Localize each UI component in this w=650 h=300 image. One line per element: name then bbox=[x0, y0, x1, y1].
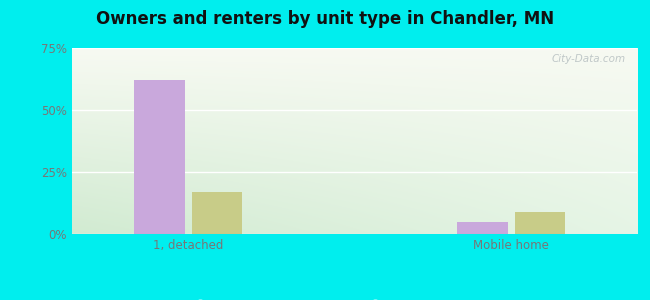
Legend: Owner occupied units, Renter occupied units: Owner occupied units, Renter occupied un… bbox=[183, 295, 525, 300]
Bar bbox=[515, 212, 566, 234]
Text: City-Data.com: City-Data.com bbox=[552, 54, 626, 64]
Text: Owners and renters by unit type in Chandler, MN: Owners and renters by unit type in Chand… bbox=[96, 11, 554, 28]
Bar bbox=[135, 80, 185, 234]
Bar bbox=[458, 222, 508, 234]
Bar bbox=[192, 192, 242, 234]
